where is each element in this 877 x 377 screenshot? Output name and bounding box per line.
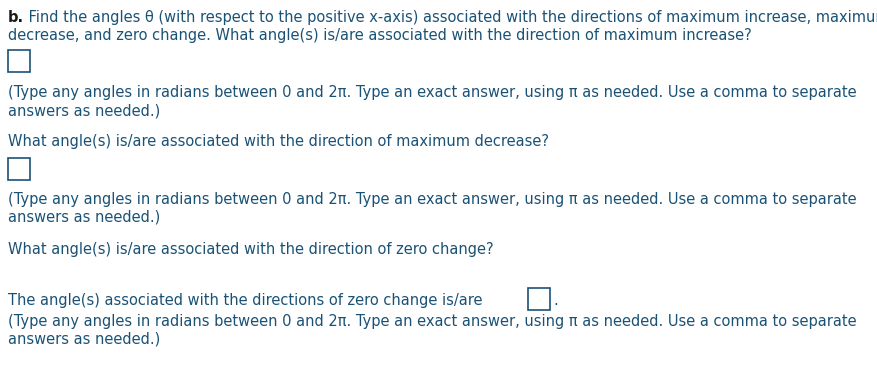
- Text: What angle(s) is/are associated with the direction of maximum decrease?: What angle(s) is/are associated with the…: [8, 134, 548, 149]
- Bar: [8, 50, 30, 72]
- Text: answers as needed.): answers as needed.): [8, 103, 160, 118]
- Text: (Type any angles in radians between 0 and 2π. Type an exact answer, using π as n: (Type any angles in radians between 0 an…: [8, 85, 856, 100]
- Text: b.: b.: [8, 10, 24, 25]
- Bar: [8, 158, 30, 180]
- Text: .: .: [553, 293, 557, 308]
- Bar: [527, 288, 549, 310]
- Text: What angle(s) is/are associated with the direction of zero change?: What angle(s) is/are associated with the…: [8, 242, 493, 257]
- Text: answers as needed.): answers as needed.): [8, 210, 160, 225]
- Text: (Type any angles in radians between 0 and 2π. Type an exact answer, using π as n: (Type any angles in radians between 0 an…: [8, 314, 856, 329]
- Text: Find the angles θ (with respect to the positive x-axis) associated with the dire: Find the angles θ (with respect to the p…: [24, 10, 877, 25]
- Text: (Type any angles in radians between 0 and 2π. Type an exact answer, using π as n: (Type any angles in radians between 0 an…: [8, 192, 856, 207]
- Text: answers as needed.): answers as needed.): [8, 332, 160, 347]
- Text: The angle(s) associated with the directions of zero change is/are: The angle(s) associated with the directi…: [8, 293, 482, 308]
- Text: decrease, and zero change. What angle(s) is/are associated with the direction of: decrease, and zero change. What angle(s)…: [8, 28, 751, 43]
